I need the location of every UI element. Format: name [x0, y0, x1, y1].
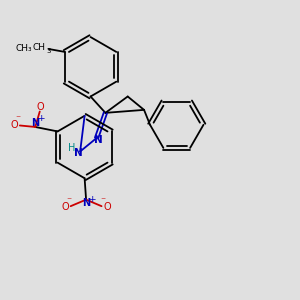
- Text: O: O: [37, 102, 44, 112]
- Text: CH: CH: [32, 43, 46, 52]
- Text: 3: 3: [46, 48, 51, 54]
- Text: ⁻: ⁻: [15, 114, 20, 124]
- Text: O: O: [61, 202, 69, 212]
- Text: N: N: [74, 148, 83, 158]
- Text: O: O: [103, 202, 111, 212]
- Text: +: +: [88, 194, 96, 203]
- Text: N: N: [31, 118, 39, 128]
- Text: CH₃: CH₃: [16, 44, 32, 53]
- Text: O: O: [11, 120, 18, 130]
- Text: ⁻: ⁻: [67, 196, 72, 206]
- Text: ⁻: ⁻: [100, 196, 106, 206]
- Text: N: N: [82, 199, 90, 208]
- Text: N: N: [94, 135, 103, 145]
- Text: H: H: [68, 143, 76, 153]
- Text: +: +: [37, 114, 44, 123]
